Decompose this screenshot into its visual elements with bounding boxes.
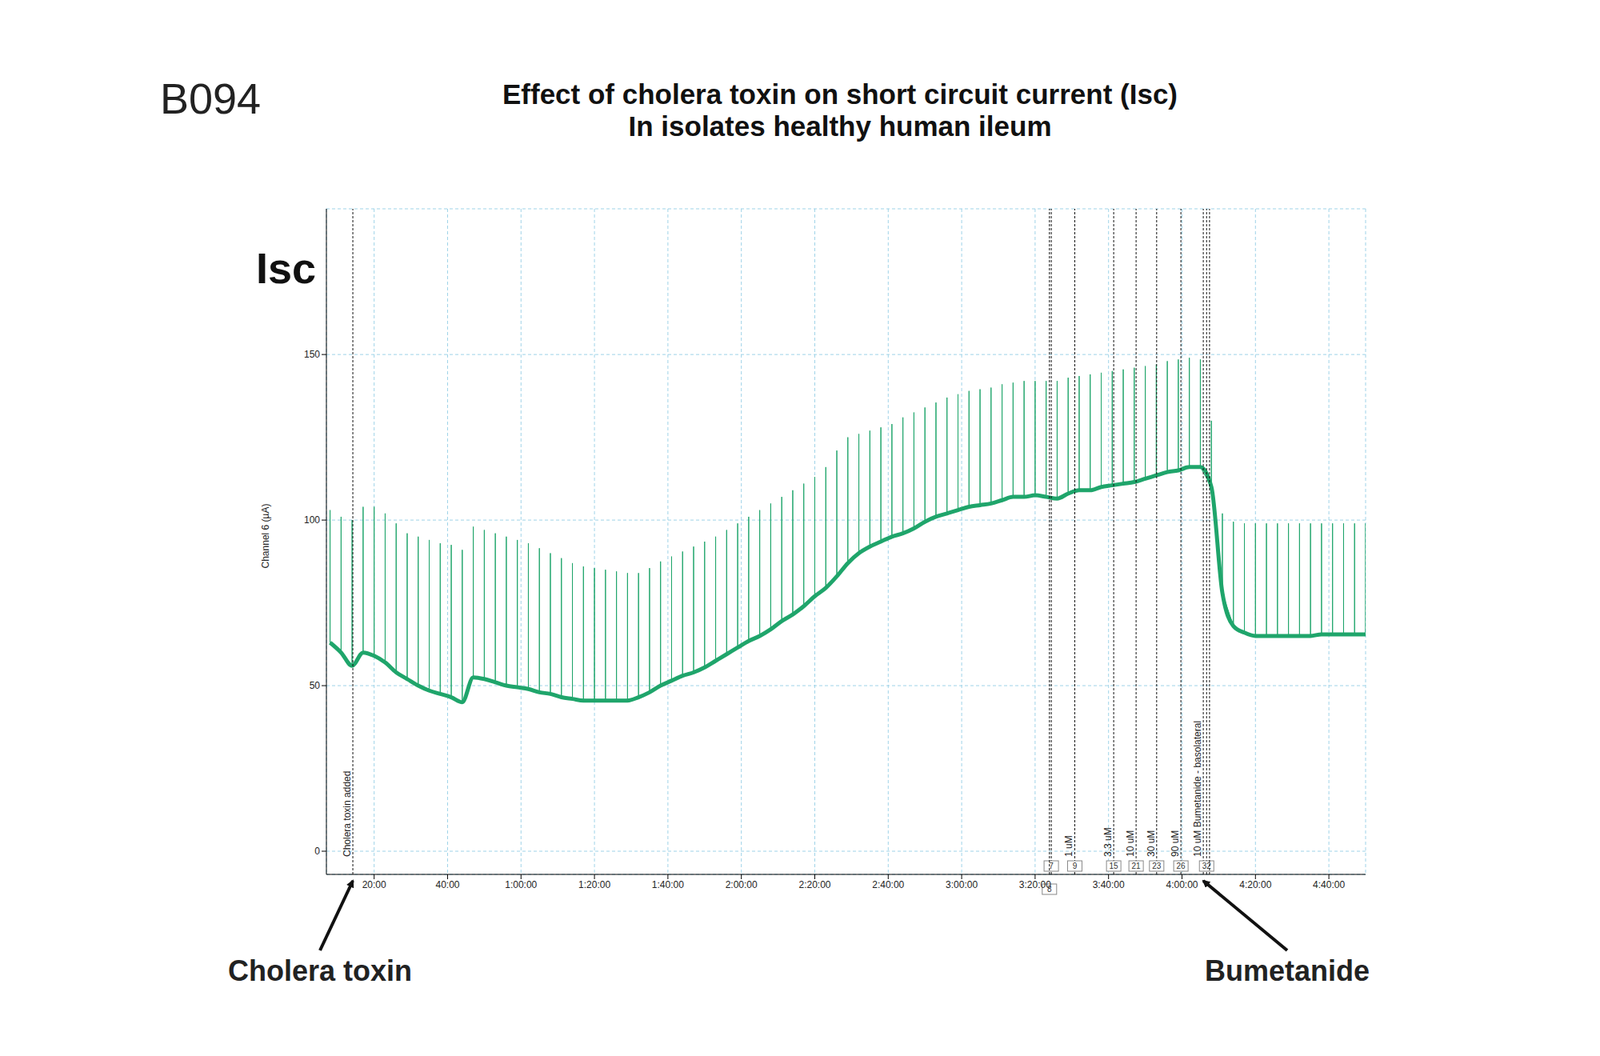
svg-text:1 uM: 1 uM (1063, 835, 1075, 857)
svg-text:3.3 uM: 3.3 uM (1102, 827, 1114, 857)
html-text:B094: B094 (160, 74, 261, 123)
svg-text:30 uM: 30 uM (1145, 830, 1157, 857)
svg-text:21: 21 (1132, 861, 1142, 871)
svg-text:40:00: 40:00 (435, 879, 460, 891)
html-text:Isc: Isc (256, 244, 317, 292)
svg-text:9: 9 (1072, 861, 1078, 871)
svg-text:Cholera toxin added: Cholera toxin added (341, 771, 353, 857)
svg-text:4:20:00: 4:20:00 (1239, 879, 1272, 891)
svg-text:1:40:00: 1:40:00 (652, 879, 684, 891)
svg-text:90 uM: 90 uM (1169, 830, 1181, 857)
svg-text:2:40:00: 2:40:00 (872, 879, 904, 891)
svg-text:0: 0 (314, 845, 320, 857)
svg-text:20:00: 20:00 (362, 879, 387, 891)
svg-text:50: 50 (309, 680, 321, 692)
svg-text:Cholera toxin: Cholera toxin (228, 954, 412, 988)
svg-text:3:00:00: 3:00:00 (945, 879, 978, 891)
html-text:Channel 6 (µA): Channel 6 (µA) (260, 503, 272, 569)
svg-text:32: 32 (1202, 861, 1212, 871)
html-text:In isolates healthy human ileu: In isolates healthy human ileum (628, 110, 1052, 142)
svg-text:1:20:00: 1:20:00 (578, 879, 611, 891)
svg-text:4:40:00: 4:40:00 (1312, 879, 1345, 891)
svg-text:10 uM: 10 uM (1124, 830, 1136, 857)
svg-text:3:40:00: 3:40:00 (1092, 879, 1125, 891)
svg-text:1:00:00: 1:00:00 (504, 879, 537, 891)
svg-text:10 uM Bumetanide - basolateral: 10 uM Bumetanide - basolateral (1192, 720, 1204, 857)
svg-text:7: 7 (1049, 861, 1054, 871)
svg-text:2:00:00: 2:00:00 (725, 879, 758, 891)
svg-text:23: 23 (1152, 861, 1162, 871)
svg-text:4:00:00: 4:00:00 (1165, 879, 1198, 891)
svg-text:150: 150 (304, 348, 320, 360)
svg-text:2:20:00: 2:20:00 (798, 879, 831, 891)
svg-text:100: 100 (304, 514, 320, 526)
svg-text:3:20:00: 3:20:00 (1019, 879, 1052, 891)
html-text:Effect of cholera toxin on sho: Effect of cholera toxin on short circuit… (502, 78, 1178, 110)
svg-text:15: 15 (1109, 861, 1120, 871)
svg-text:26: 26 (1176, 861, 1187, 871)
svg-text:Bumetanide: Bumetanide (1204, 954, 1370, 988)
